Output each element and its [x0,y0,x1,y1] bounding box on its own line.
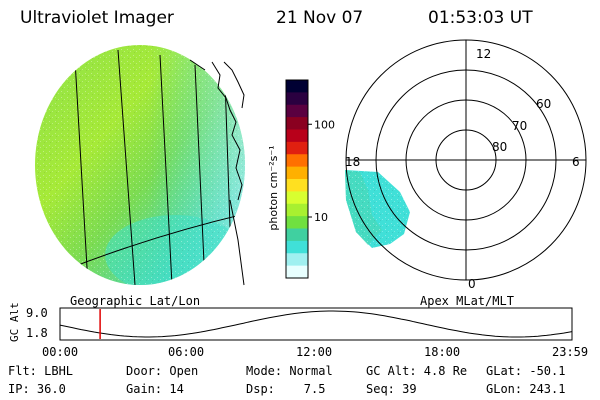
colorbar-frame [285,79,309,279]
gain-info: Gain: 14 [126,382,184,396]
mlt-label-6: 6 [572,155,580,169]
altitude-xtick-0000: 00:00 [42,345,79,359]
colorbar-cell [286,265,308,279]
colorbar-cell [286,104,308,118]
colorbar-cell [286,92,308,106]
geographic-image [35,45,245,286]
mlat-label-80: 80 [492,140,507,154]
altitude-ytick-top: 9.0 [26,306,48,320]
colorbar-cell [286,216,308,230]
colorbar-cell [286,228,308,242]
colorbar-unit-label: photon cm⁻²s⁻¹ [267,145,280,230]
colorbar-tick-label: 10 [314,211,328,224]
mode-info: Mode: Normal [246,364,333,378]
glat-info: GLat: -50.1 [486,364,566,378]
image-time: 01:53:03 UT [428,8,533,28]
colorbar-cell [286,80,308,93]
altitude-ytick-bottom: 1.8 [26,326,48,340]
altitude-xtick-0600: 06:00 [168,345,205,359]
dsp-info: Dsp: 7.5 [246,382,326,396]
altitude-curve [59,310,573,338]
colorbar-ticks: 100 10 [308,118,335,224]
colorbar-cell [286,179,308,192]
geographic-caption: Geographic Lat/Lon [70,294,201,308]
colorbar-cell [286,141,308,155]
apex-caption: Apex MLat/MLT [420,294,514,308]
altitude-xtick-2359: 23:59 [552,345,589,359]
colorbar-tick-label: 100 [314,118,335,131]
altitude-plot [59,307,573,341]
mlat-label-60: 60 [536,97,551,111]
ip-info: IP: 36.0 [8,382,66,396]
gc-alt-info: GC Alt: 4.8 Re [366,364,468,378]
mlt-label-12: 12 [476,47,491,61]
image-date: 21 Nov 07 [276,8,364,28]
door-info: Door: Open [126,364,199,378]
colorbar-cell [286,203,308,217]
colorbar-cell [286,240,308,254]
colorbar-cell [286,117,308,131]
colorbar-cell [286,154,308,168]
colorbar-cell [286,129,308,143]
altitude-xtick-1800: 18:00 [424,345,461,359]
filter-info: Flt: LBHL [8,364,74,378]
instrument-title: Ultraviolet Imager [20,8,174,28]
colorbar-cell [286,253,308,267]
colorbar-cell [286,191,308,205]
mlt-label-0: 0 [468,277,476,291]
glon-info: GLon: 243.1 [486,382,566,396]
mlat-label-70: 70 [512,119,527,133]
polar-plot: 12 18 6 0 60 70 80 [345,39,587,291]
seq-info: Seq: 39 [366,382,417,396]
colorbar [286,80,308,279]
altitude-ylabel: GC Alt [8,302,21,342]
mlt-label-18: 18 [345,155,360,169]
altitude-xtick-1200: 12:00 [296,345,333,359]
colorbar-cell [286,166,308,180]
